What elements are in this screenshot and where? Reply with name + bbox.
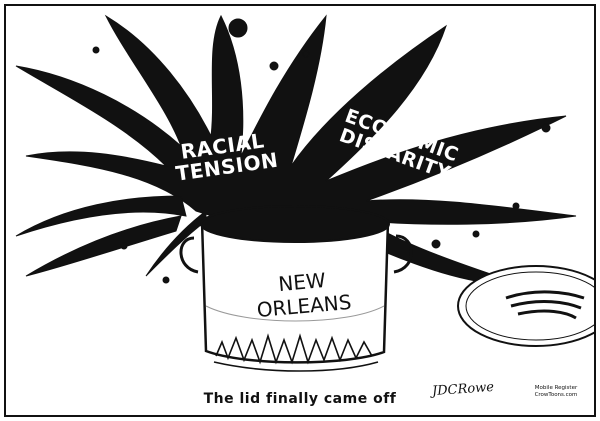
- cartoon-illustration: [15, 14, 594, 372]
- cartoon-caption: The lid finally came off: [203, 391, 397, 407]
- credit-publication: Mobile Register: [534, 385, 578, 391]
- burner-flames: [213, 333, 379, 372]
- publication-credit: Mobile Register CrowToons.com: [520, 385, 592, 399]
- explosion-plume: [15, 14, 577, 287]
- pot-lid: [457, 265, 594, 347]
- credit-website: CrowToons.com: [534, 392, 578, 399]
- cartoon-panel: Racial Tension Economic Disparity New Or…: [4, 4, 596, 417]
